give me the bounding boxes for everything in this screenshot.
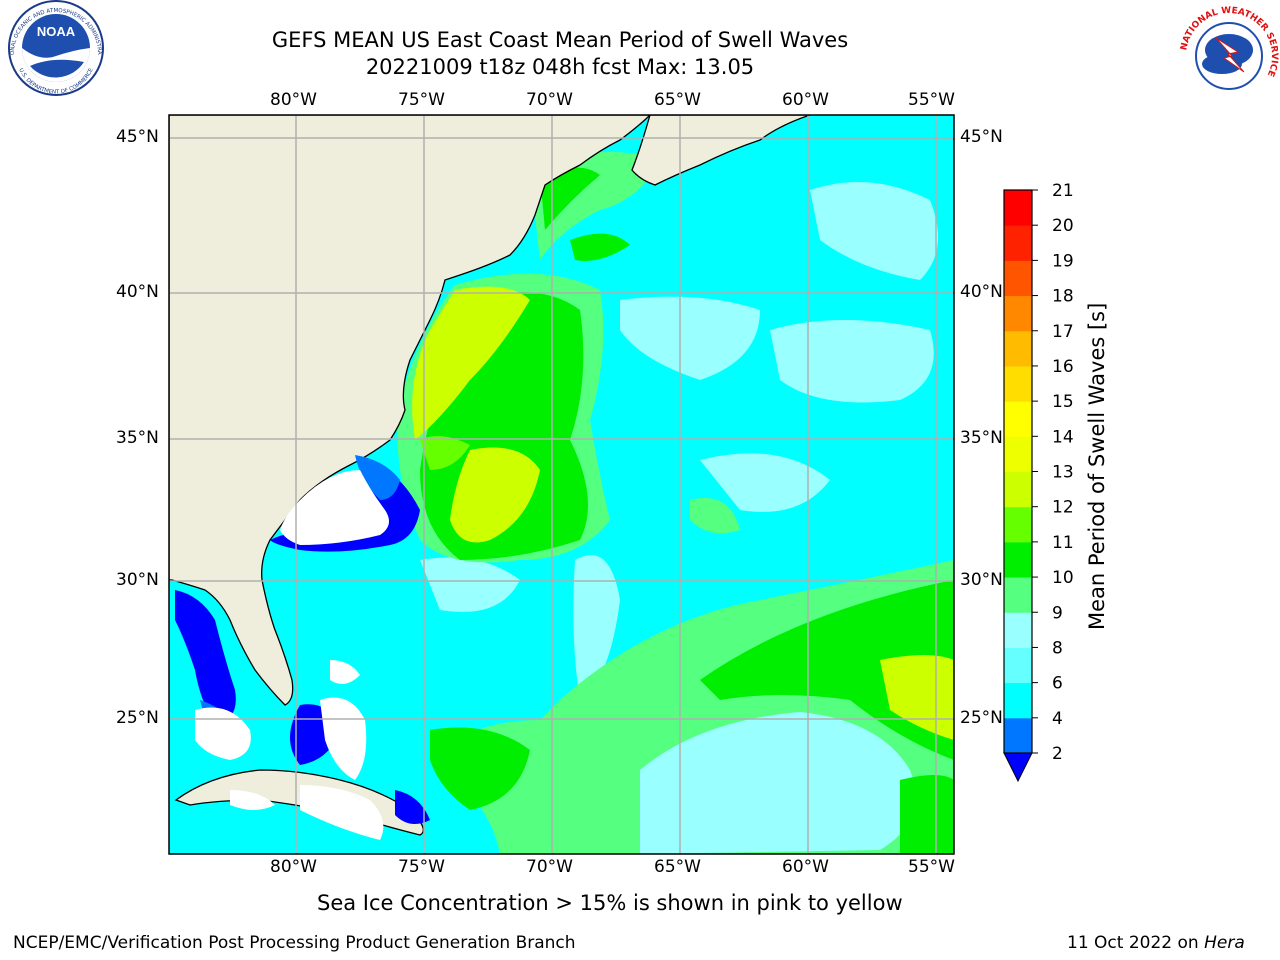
- lat-label-right: 25°N: [960, 708, 1003, 728]
- colorbar-tick-label: 4: [1052, 709, 1063, 729]
- footer-machine: Hera: [1204, 933, 1245, 953]
- colorbar-extension: [1003, 752, 1033, 783]
- colorbar-segment: [1004, 330, 1032, 367]
- colorbar-segment: [1004, 471, 1032, 508]
- colorbar-segment: [1004, 577, 1032, 613]
- lon-label-top: 65°W: [654, 90, 701, 110]
- colorbar-segment: [1004, 541, 1032, 578]
- colorbar-tick-label: 2: [1052, 744, 1063, 764]
- map-gridlines: [169, 115, 954, 854]
- sea-ice-note: Sea Ice Concentration > 15% is shown in …: [317, 891, 903, 915]
- colorbar-tick-label: 9: [1052, 603, 1063, 623]
- colorbar-segment: [1004, 260, 1032, 297]
- lat-label-right: 45°N: [960, 127, 1003, 147]
- lon-label-bottom: 60°W: [782, 857, 829, 877]
- map-area: [169, 115, 954, 854]
- colorbar-segment: [1004, 647, 1032, 684]
- swell-pale-cyan-patch: [640, 712, 916, 854]
- noaa-logo-text: NOAA: [37, 24, 76, 39]
- chart-subtitle: 20221009 t18z 048h fcst Max: 13.05: [365, 55, 755, 79]
- colorbar-segment: [1004, 295, 1032, 332]
- lat-label-right: 35°N: [960, 428, 1003, 448]
- colorbar-tick-label: 15: [1052, 392, 1074, 412]
- colorbar-segment: [1004, 365, 1032, 402]
- swell-bright-green-regions: [420, 436, 470, 470]
- lon-label-bottom: 65°W: [654, 857, 701, 877]
- lat-label-left: 25°N: [116, 708, 159, 728]
- colorbar-segment: [1004, 401, 1032, 437]
- noaa-logo: NOAA NATIONAL OCEANIC AND ATMOSPHERIC AD…: [0, 0, 104, 96]
- lon-label-bottom: 80°W: [270, 857, 317, 877]
- colorbar-segment: [1004, 612, 1032, 648]
- chart-title: GEFS MEAN US East Coast Mean Period of S…: [271, 28, 849, 52]
- lon-label-bottom: 55°W: [908, 857, 955, 877]
- colorbar-tick-label: 6: [1052, 674, 1063, 694]
- colorbar-tick-label: 18: [1052, 287, 1074, 307]
- colorbar-segment: [1004, 717, 1032, 754]
- colorbar: 2 4 6 8 9 10 11 12 13 14 15 16 17 18 19 20 21: [1003, 181, 1074, 783]
- colorbar-title: Mean Period of Swell Waves [s]: [1085, 302, 1109, 630]
- colorbar-segment: [1004, 190, 1032, 226]
- colorbar-tick-label: 20: [1052, 216, 1074, 236]
- lon-label-bottom: 75°W: [398, 857, 445, 877]
- colorbar-tick-label: 19: [1052, 251, 1074, 271]
- colorbar-tick-label: 16: [1052, 357, 1074, 377]
- lat-label-left: 30°N: [116, 570, 159, 590]
- lon-label-top: 60°W: [782, 90, 829, 110]
- lat-label-left: 45°N: [116, 127, 159, 147]
- lon-label-top: 75°W: [398, 90, 445, 110]
- lon-label-bottom: 70°W: [526, 857, 573, 877]
- nws-logo: NATIONAL WEATHER SERVICE: [1179, 6, 1279, 104]
- footer-date-text: 11 Oct 2022 on: [1067, 933, 1205, 953]
- lon-label-top: 55°W: [908, 90, 955, 110]
- no-data-white-regions: [195, 470, 389, 840]
- lat-label-left: 35°N: [116, 428, 159, 448]
- lon-label-top: 80°W: [270, 90, 317, 110]
- north-america-land: [169, 115, 651, 706]
- colorbar-tick-label: 11: [1052, 533, 1074, 553]
- colorbar-segment: [1004, 506, 1032, 543]
- colorbar-tick-label: 12: [1052, 498, 1074, 518]
- colorbar-segment: [1004, 682, 1032, 719]
- colorbar-tick-label: 8: [1052, 638, 1063, 658]
- lat-label-right: 30°N: [960, 570, 1003, 590]
- lat-label-left: 40°N: [116, 282, 159, 302]
- footer-credit: NCEP/EMC/Verification Post Processing Pr…: [13, 933, 576, 953]
- nova-scotia-land: [631, 115, 811, 186]
- colorbar-tick-label: 13: [1052, 463, 1074, 483]
- colorbar-tick-label: 14: [1052, 427, 1074, 447]
- colorbar-tick-label: 17: [1052, 322, 1074, 342]
- lon-label-top: 70°W: [526, 90, 573, 110]
- map-frame: [168, 114, 955, 855]
- colorbar-segment: [1004, 436, 1032, 472]
- colorbar-tick-label: 10: [1052, 568, 1074, 588]
- footer-date: 11 Oct 2022 on Hera: [1067, 933, 1245, 953]
- lat-label-right: 40°N: [960, 282, 1003, 302]
- colorbar-tick-label: 21: [1052, 181, 1074, 201]
- colorbar-segment: [1004, 225, 1032, 261]
